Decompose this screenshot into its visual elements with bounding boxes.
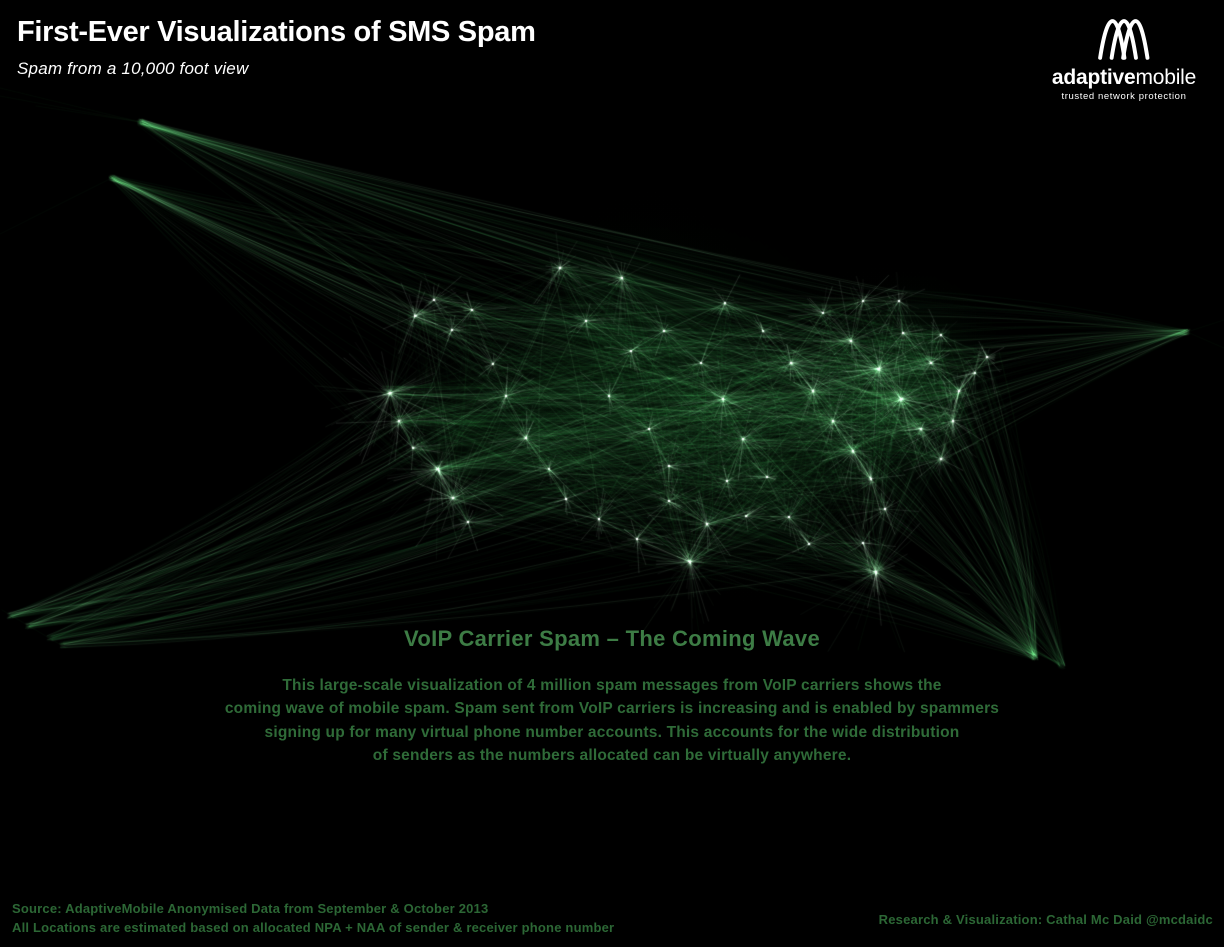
logo-tagline: trusted network protection — [1061, 91, 1187, 102]
adaptivemobile-logo: adaptivemobile trusted network protectio… — [1048, 13, 1200, 102]
page-title: First-Ever Visualizations of SMS Spam — [17, 16, 536, 48]
page-subtitle: Spam from a 10,000 foot view — [17, 59, 249, 78]
logo-wordmark-bold: adaptive — [1051, 66, 1136, 89]
caption-line-4: of senders as the numbers allocated can … — [372, 747, 852, 765]
caption-line-2: coming wave of mobile spam. Spam sent fr… — [224, 700, 1000, 718]
credit-note: Research & Visualization: Cathal Mc Daid… — [878, 912, 1213, 927]
header: First-Ever Visualizations of SMS Spam Sp… — [17, 15, 536, 79]
source-note: Source: AdaptiveMobile Anonymised Data f… — [12, 900, 614, 937]
viz-caption: VoIP Carrier Spam – The Coming Wave This… — [0, 626, 1224, 768]
source-line-1: Source: AdaptiveMobile Anonymised Data f… — [12, 901, 489, 916]
adaptivemobile-m-icon — [1098, 19, 1150, 60]
logo-wordmark-light: mobile — [1135, 66, 1197, 89]
viz-caption-body: This large-scale visualization of 4 mill… — [0, 674, 1224, 768]
viz-caption-heading: VoIP Carrier Spam – The Coming Wave — [404, 626, 820, 651]
logo-wordmark: adaptivemobile — [1048, 67, 1200, 89]
caption-line-3: signing up for many virtual phone number… — [264, 723, 960, 741]
caption-line-1: This large-scale visualization of 4 mill… — [282, 677, 942, 694]
source-line-2: All Locations are estimated based on all… — [12, 919, 615, 935]
